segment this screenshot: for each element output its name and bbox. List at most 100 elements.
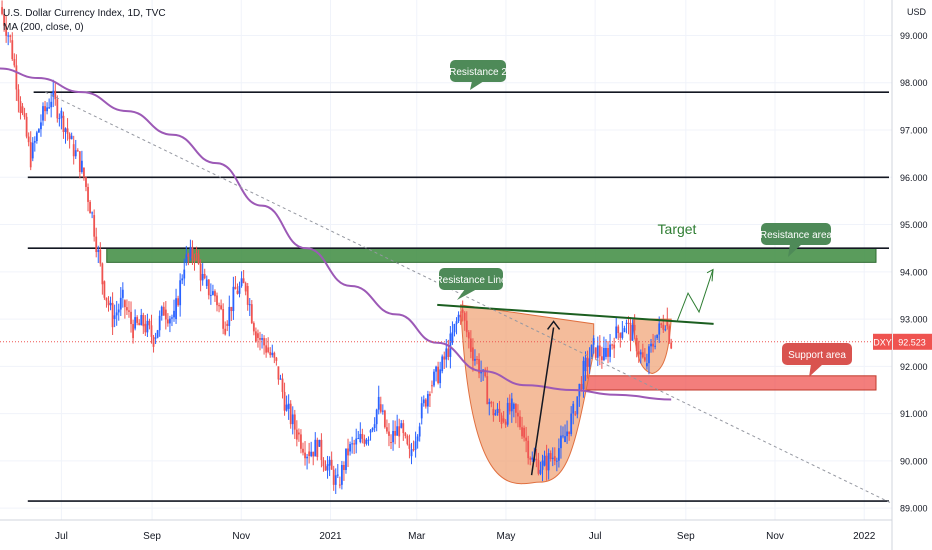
candle-body [461,309,464,313]
candle-body [517,412,519,417]
candle-body [318,439,321,447]
candle-body [447,348,450,357]
candle-body [519,416,521,428]
candle-body [169,318,171,324]
candle-body [429,394,431,396]
candle-body [271,352,274,356]
candle-body [445,348,448,360]
resistance-line-callout: Resistance Line [435,268,507,300]
candle-body [431,385,433,387]
time-tick-label: 2021 [319,531,342,542]
candle-body [312,451,315,457]
candle-body [87,186,89,202]
candle-body [549,453,552,459]
projection-path [676,269,714,322]
candle-body [156,330,159,338]
candle-body [660,323,663,325]
candle-body [420,403,423,419]
candle-body [627,322,630,324]
candle-body [62,115,65,132]
indicator-title[interactable]: MA (200, close, 0) [3,22,84,33]
candle-body [148,320,151,326]
candle-body [486,376,489,405]
dashed-downtrend-line [45,91,893,504]
candle-body [297,432,300,435]
candle-body [465,320,468,333]
candle-body [279,378,282,380]
candle-body [361,433,364,439]
candle-body [293,414,296,430]
candle-body [334,475,337,485]
candle-body [623,328,626,333]
target-arrow-head [546,320,561,330]
candle-body [359,433,362,442]
candle-body [338,484,341,486]
resistance-line-callout-text: Resistance Line [435,275,507,286]
candle-body [99,249,102,264]
candle-body [607,347,609,357]
candle-body [369,430,372,433]
candle-body [646,363,648,367]
candle-body [15,65,18,90]
candle-body [48,107,51,109]
candle-body [365,439,368,444]
candle-body [535,458,538,461]
candle-body [472,347,474,361]
candle-body [506,402,509,425]
candle-body [154,337,157,339]
candle-body [111,302,114,328]
candle-body [557,448,560,461]
resistance-area-callout-text: Resistance area [760,230,833,241]
resistance-trendline [437,303,714,325]
candle-body [553,456,556,462]
candle-body [500,415,503,425]
candle-body [250,304,253,324]
candle-body [330,459,333,470]
candles-layer [1,0,673,494]
candle-body [670,342,673,349]
candle-body [512,403,515,409]
price-tick-label: 93.000 [900,315,928,325]
candle-body [367,439,370,441]
candle-body [586,357,589,367]
candle-body [44,106,46,112]
candle-body [310,451,313,457]
candle-body [105,297,108,301]
candle-body [422,399,425,404]
chart-legend: U.S. Dollar Currency Index, 1D, TVC MA (… [3,7,166,35]
candle-body [232,286,235,312]
candle-body [326,464,329,471]
candle-body [654,345,657,347]
candle-body [9,35,12,37]
candle-body [242,278,245,284]
candle-body [416,436,419,442]
price-tick-label: 90.000 [900,456,928,466]
candle-body [58,118,61,120]
time-axis-bg [0,520,932,550]
candle-body [381,410,384,412]
candle-body [332,469,335,485]
candle-body [545,455,548,471]
price-tick-label: 98.000 [900,78,928,88]
resistance2-callout-tail [470,81,484,90]
candle-body [496,408,499,413]
candle-body [508,402,511,412]
candle-body [560,435,562,449]
candle-body [162,306,165,316]
candle-body [588,358,591,367]
candle-body [617,326,620,334]
resistance-area-callout-box [761,223,831,245]
time-tick-label: Nov [232,531,250,542]
candle-body [72,144,75,157]
candle-body [95,236,98,253]
candle-body [13,59,16,66]
symbol-title[interactable]: U.S. Dollar Currency Index, 1D, TVC [3,8,166,19]
candle-body [289,403,292,425]
candle-body [363,438,366,444]
candle-body [605,347,607,357]
candle-body [277,366,280,380]
time-tick-label: 2022 [853,531,876,542]
candle-body [400,423,403,428]
candle-body [613,344,616,349]
